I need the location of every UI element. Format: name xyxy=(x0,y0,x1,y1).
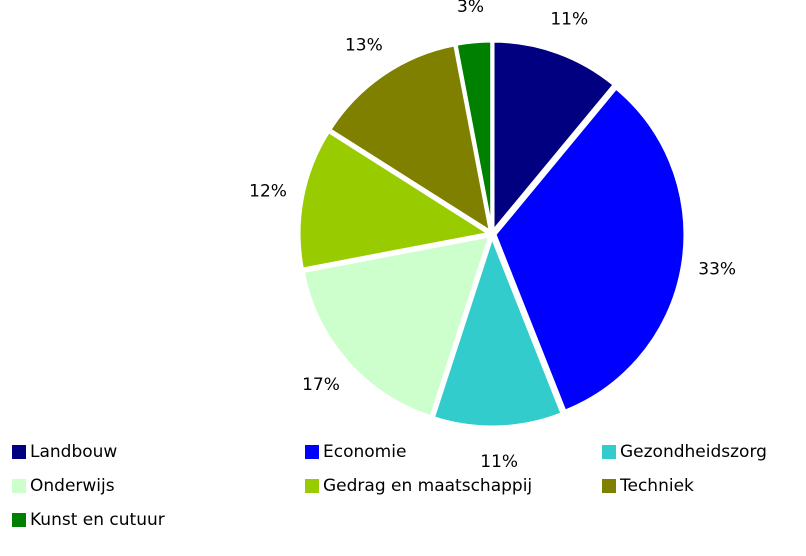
pie-slice xyxy=(327,43,493,235)
legend-swatch xyxy=(305,479,319,493)
legend-swatch xyxy=(12,445,26,459)
legend-label: Economie xyxy=(323,442,406,462)
legend-label: Gezondheidszorg xyxy=(620,442,767,462)
pie-slice xyxy=(431,232,564,429)
pie-slice xyxy=(454,39,494,232)
legend-swatch xyxy=(12,513,26,527)
legend-label: Kunst en cutuur xyxy=(30,510,165,530)
legend-swatch xyxy=(602,445,616,459)
data-label: 13% xyxy=(345,35,383,55)
legend-swatch xyxy=(12,479,26,493)
legend-swatch xyxy=(305,445,319,459)
legend-label: Onderwijs xyxy=(30,476,115,496)
data-label: 3% xyxy=(457,0,484,17)
legend-label: Landbouw xyxy=(30,442,117,462)
pie-slice xyxy=(491,39,617,236)
data-label: 12% xyxy=(249,181,287,201)
data-label: 11% xyxy=(550,9,588,29)
legend-label: Techniek xyxy=(619,476,694,496)
data-label: 11% xyxy=(480,452,518,472)
data-label: 17% xyxy=(302,375,340,395)
legend-label: Gedrag en maatschappij xyxy=(323,476,532,496)
pie-slice xyxy=(493,85,687,414)
pie-slice xyxy=(297,129,494,271)
pie-slice xyxy=(301,234,492,419)
data-label: 33% xyxy=(698,260,736,280)
legend-swatch xyxy=(602,479,616,493)
